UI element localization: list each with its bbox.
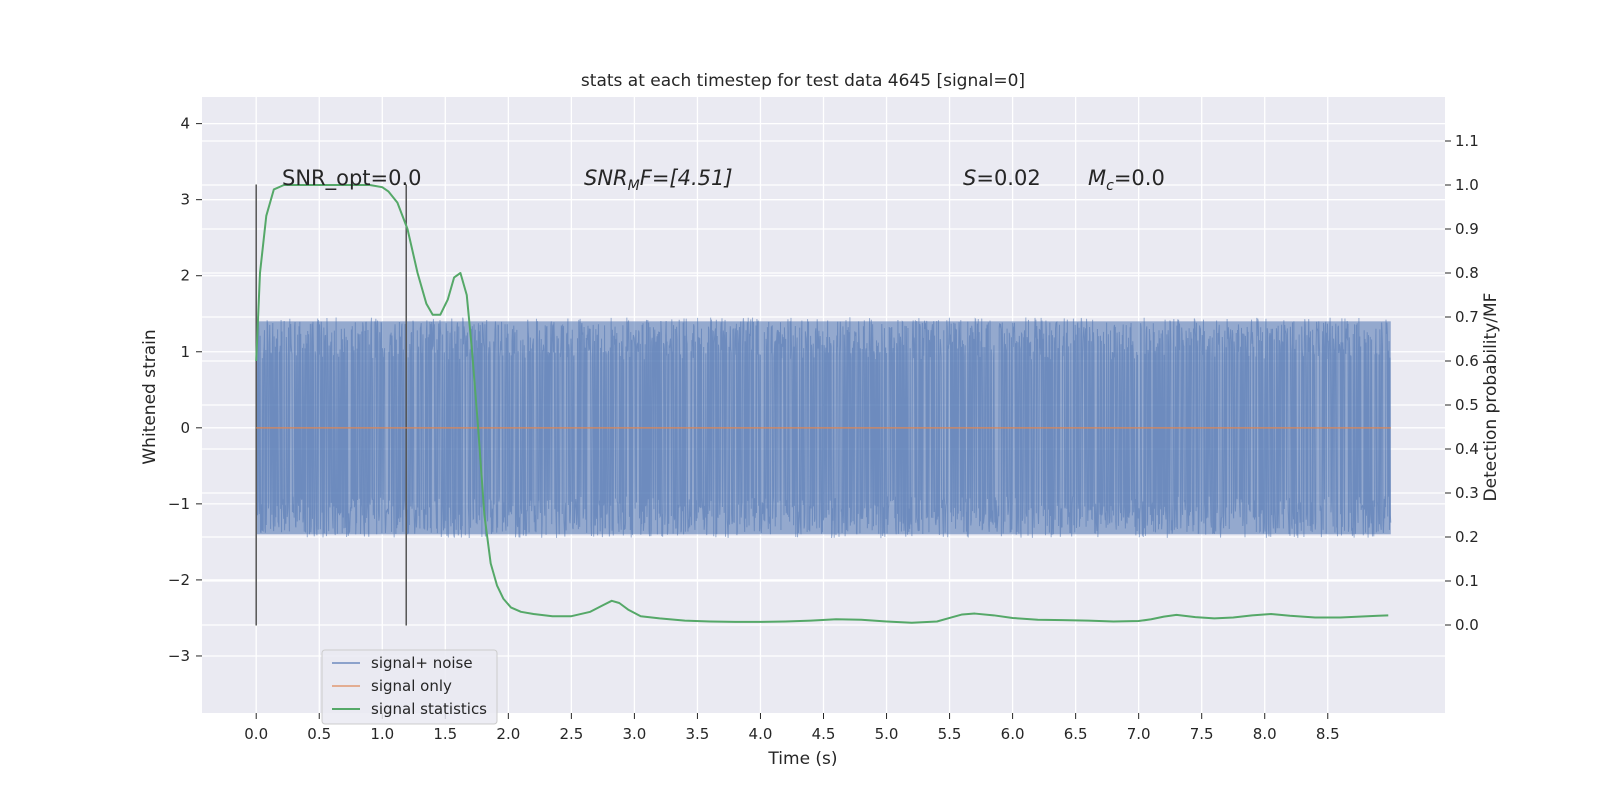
y-axis-right-label: Detection probability/MF xyxy=(1481,293,1501,502)
annotation-snr-opt: SNR_opt=0.0 xyxy=(282,166,422,191)
y-tick-label: −2 xyxy=(168,571,190,589)
y-tick-label: 0 xyxy=(180,419,190,437)
axis-ticks: 0.0 0.5 1.0 1.5 2.0 2.5 3.0 3.5 4.0 4.5 5.0 5.5 6.0 6… xyxy=(168,115,1479,743)
y-right-tick-label: 0.0 xyxy=(1455,616,1479,634)
x-tick-label: 7.0 xyxy=(1127,725,1151,743)
y-right-tick-label: 0.2 xyxy=(1455,528,1479,546)
y-right-tick-label: 0.6 xyxy=(1455,352,1479,370)
x-tick-label: 8.0 xyxy=(1253,725,1277,743)
x-tick-label: 3.5 xyxy=(686,725,710,743)
y-tick-label: −1 xyxy=(168,495,190,513)
mc-sub: c xyxy=(1106,178,1114,194)
x-tick-label: 8.5 xyxy=(1316,725,1340,743)
x-tick-label: 2.5 xyxy=(559,725,583,743)
snr-mf-base: SNR xyxy=(584,166,628,190)
vertical-markers xyxy=(255,184,407,626)
x-tick-label: 2.0 xyxy=(496,725,520,743)
signal-statistics-series xyxy=(255,184,1389,624)
y-right-tick-label: 0.3 xyxy=(1455,484,1479,502)
x-axis-label: Time (s) xyxy=(767,749,837,769)
y-tick-label: 1 xyxy=(180,343,190,361)
annotation-snr-mf: SNRMF=[4.51] xyxy=(584,166,733,194)
x-tick-label: 3.0 xyxy=(622,725,646,743)
y-right-tick-label: 1.1 xyxy=(1455,132,1479,150)
legend-box xyxy=(321,649,498,725)
annotation-s: S=0.02 xyxy=(963,166,1041,190)
mc-value: =0.0 xyxy=(1114,166,1165,190)
y-tick-label: −3 xyxy=(168,647,190,665)
y-right-tick-label: 0.4 xyxy=(1455,440,1479,458)
s-var: S xyxy=(963,166,976,190)
x-tick-label: 1.5 xyxy=(433,725,457,743)
y-tick-label: 4 xyxy=(180,115,190,133)
snr-mf-sub: M xyxy=(628,178,640,194)
x-tick-label: 6.0 xyxy=(1001,725,1025,743)
x-tick-label: 4.5 xyxy=(812,725,836,743)
x-tick-label: 7.5 xyxy=(1190,725,1214,743)
x-tick-label: 0.5 xyxy=(307,725,331,743)
s-value: =0.02 xyxy=(976,166,1040,190)
x-tick-label: 0.0 xyxy=(244,725,268,743)
legend: signal+ noise signal only signal statist… xyxy=(321,649,498,725)
legend-label-signal-only: signal only xyxy=(371,677,452,695)
signal-statistics-line xyxy=(255,184,1389,624)
mc-var: M xyxy=(1088,166,1106,190)
y-right-tick-label: 0.8 xyxy=(1455,264,1479,282)
y-axis-label: Whitened strain xyxy=(140,329,160,464)
snr-mf-rest: F=[4.51] xyxy=(640,166,733,190)
y-right-tick-label: 0.5 xyxy=(1455,396,1479,414)
y-right-tick-label: 1.0 xyxy=(1455,176,1479,194)
y-right-tick-label: 0.9 xyxy=(1455,220,1479,238)
legend-label-signal-statistics: signal statistics xyxy=(371,700,487,718)
x-tick-label: 1.0 xyxy=(370,725,394,743)
x-tick-label: 5.5 xyxy=(938,725,962,743)
x-tick-label: 6.5 xyxy=(1064,725,1088,743)
y-tick-label: 2 xyxy=(180,267,190,285)
x-tick-label: 5.0 xyxy=(875,725,899,743)
y-right-tick-label: 0.7 xyxy=(1455,308,1479,326)
chart-title: stats at each timestep for test data 464… xyxy=(581,71,1025,91)
x-tick-label: 4.0 xyxy=(749,725,773,743)
y-tick-label: 3 xyxy=(180,191,190,209)
annotation-mc: Mc=0.0 xyxy=(1088,166,1165,194)
y-right-tick-label: 0.1 xyxy=(1455,572,1479,590)
legend-label-signal-noise: signal+ noise xyxy=(371,654,473,672)
noise-trace xyxy=(255,317,1392,539)
